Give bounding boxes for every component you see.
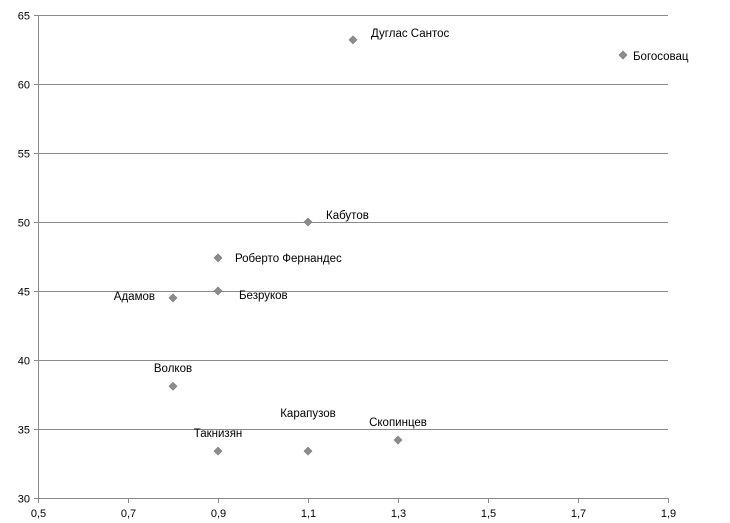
point-label: Дуглас Сантос [371,28,449,40]
point-label: Безруков [239,290,288,302]
x-tick-label: 1,1 [301,508,316,520]
y-tick-label: 65 [18,11,30,23]
point-label: Адамов [114,291,155,303]
point-label: Волков [154,363,192,375]
x-tick-label: 1,7 [571,508,586,520]
x-tick-label: 0,7 [121,508,136,520]
scatter-point [618,50,628,60]
y-tick-labels: 30 35 40 45 50 55 60 65 [18,11,30,506]
y-tick-label: 40 [18,356,30,368]
point-label: Кабутов [326,210,369,222]
scatter-point [213,253,223,263]
y-tick-label: 35 [18,425,30,437]
scatter-point [213,446,223,456]
point-label: Такнизян [194,428,243,440]
y-tick-label: 55 [18,149,30,161]
scatter-point [168,293,178,303]
scatter-point [303,446,313,456]
x-tick-labels: 0,5 0,7 0,9 1,1 1,3 1,5 1,7 1,9 [31,508,676,520]
point-label: Роберто Фернандес [235,253,342,265]
y-tick-label: 45 [18,287,30,299]
x-tick-label: 0,5 [31,508,46,520]
scatter-point [168,381,178,391]
x-tick-label: 1,5 [481,508,496,520]
y-tick-label: 50 [18,218,30,230]
gridlines [38,15,668,430]
point-label: Богосовац [633,51,689,63]
scatter-point [348,35,358,45]
x-tick-label: 0,9 [211,508,226,520]
x-tick-label: 1,9 [661,508,676,520]
scatter-point [303,217,313,227]
scatter-point [393,435,403,445]
x-tick-label: 1,3 [391,508,406,520]
y-tick-label: 60 [18,80,30,92]
scatter-point [213,286,223,296]
point-label: Скопинцев [369,417,427,429]
axes [34,15,669,503]
point-labels: Дуглас Сантос Богосовац Кабутов Роберто Фер… [114,28,689,440]
y-tick-label: 30 [18,494,30,506]
point-label: Карапузов [280,408,336,420]
data-points [168,35,628,456]
